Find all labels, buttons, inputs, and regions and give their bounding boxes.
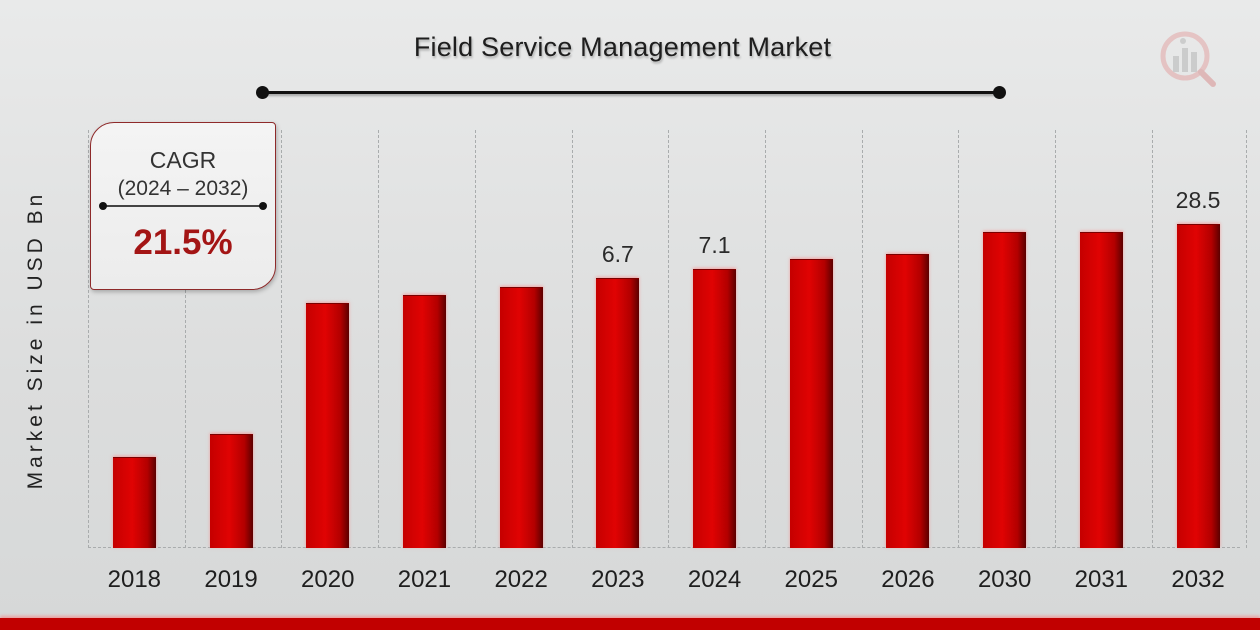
x-tick-2018: 2018 [107,566,162,593]
grid-line [474,130,476,548]
bar-2022 [499,287,543,548]
grid-line [958,130,960,548]
divider-dot-left [99,202,107,210]
grid-line [184,130,186,548]
y-axis-label: Market Size in USD Bn [24,190,47,490]
x-tick-2021: 2021 [397,566,452,593]
x-tick-2025: 2025 [784,566,838,593]
bar-2024 [693,269,737,548]
x-tick-2023: 2023 [591,566,645,593]
cagr-divider [99,202,267,210]
bar-2032 [1176,224,1220,548]
x-axis-baseline [88,547,1240,548]
bar-2020 [306,303,350,548]
bar-2031 [1079,232,1123,548]
grid-line [378,130,380,548]
chart-title: Field Service Management Market [413,32,832,62]
cagr-title: CAGR [149,147,217,173]
x-tick-2022: 2022 [494,566,548,593]
data-label-2023: 6.7 [601,241,634,267]
bar-2025 [789,259,833,548]
grid-line [861,130,863,548]
data-label-2032: 28.5 [1175,187,1221,213]
grid-line [1151,130,1153,548]
underline-dot-right [993,86,1006,99]
grid-line [1055,130,1056,548]
plot-area: 6.7 7.1 28.5 [88,130,1248,548]
bar-2026 [886,254,930,548]
data-label-2024: 7.1 [698,232,731,258]
grid-line [668,130,670,548]
cagr-value: 21.5% [133,223,233,262]
title-underline [256,86,1006,99]
bar-2019 [209,434,253,548]
x-tick-2030: 2030 [977,566,1032,593]
x-tick-2020: 2020 [301,566,355,593]
market-research-logo-icon [1160,31,1216,87]
grid-line [1246,130,1248,548]
x-tick-2024: 2024 [687,566,742,593]
grid-line [281,130,283,548]
divider-dot-right [259,202,267,210]
underline-dot-left [256,86,269,99]
bar-2030 [983,232,1027,548]
bar-2023 [596,278,640,548]
x-tick-2031: 2031 [1074,566,1129,593]
grid-line [571,130,573,548]
grid-line [764,130,766,548]
cagr-range: (2024 – 2032) [117,177,249,200]
x-tick-2026: 2026 [881,566,935,593]
x-tick-2032: 2032 [1171,566,1225,593]
bar-2021 [402,295,446,548]
bar-2018 [112,457,156,548]
footer-accent-bar [0,618,1260,630]
grid-line [88,130,89,548]
x-tick-2019: 2019 [204,566,258,593]
cagr-callout: CAGR (2024 – 2032) 21.5% [90,122,276,290]
